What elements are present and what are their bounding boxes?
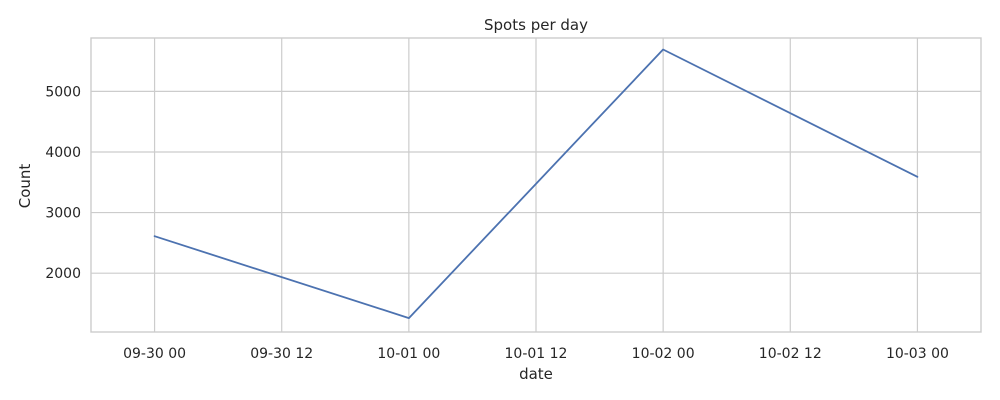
chart-title: Spots per day — [484, 16, 588, 34]
x-tick-label: 10-02 12 — [759, 346, 822, 362]
series-line — [153, 48, 919, 320]
x-axis-ticks: 09-30 00 09-30 12 10-01 00 10-01 12 10-02 00… — [123, 346, 949, 362]
y-tick-label: 3000 — [45, 206, 81, 222]
y-axis-ticks: 2000 3000 4000 5000 — [45, 84, 81, 282]
y-axis-title: Count — [16, 164, 34, 209]
grid — [91, 38, 981, 332]
plot-frame — [90, 37, 982, 333]
x-axis-title: date — [519, 365, 553, 383]
series-layer — [153, 48, 919, 320]
x-tick-label: 10-02 00 — [632, 346, 695, 362]
y-tick-label: 5000 — [45, 84, 81, 100]
x-tick-label: 10-03 00 — [886, 346, 949, 362]
x-tick-label: 10-01 00 — [377, 346, 440, 362]
plot-border — [90, 37, 982, 333]
y-tick-label: 4000 — [45, 145, 81, 161]
x-tick-label: 09-30 00 — [123, 346, 186, 362]
x-tick-label: 09-30 12 — [250, 346, 313, 362]
x-tick-label: 10-01 12 — [505, 346, 568, 362]
y-tick-label: 2000 — [45, 266, 81, 282]
